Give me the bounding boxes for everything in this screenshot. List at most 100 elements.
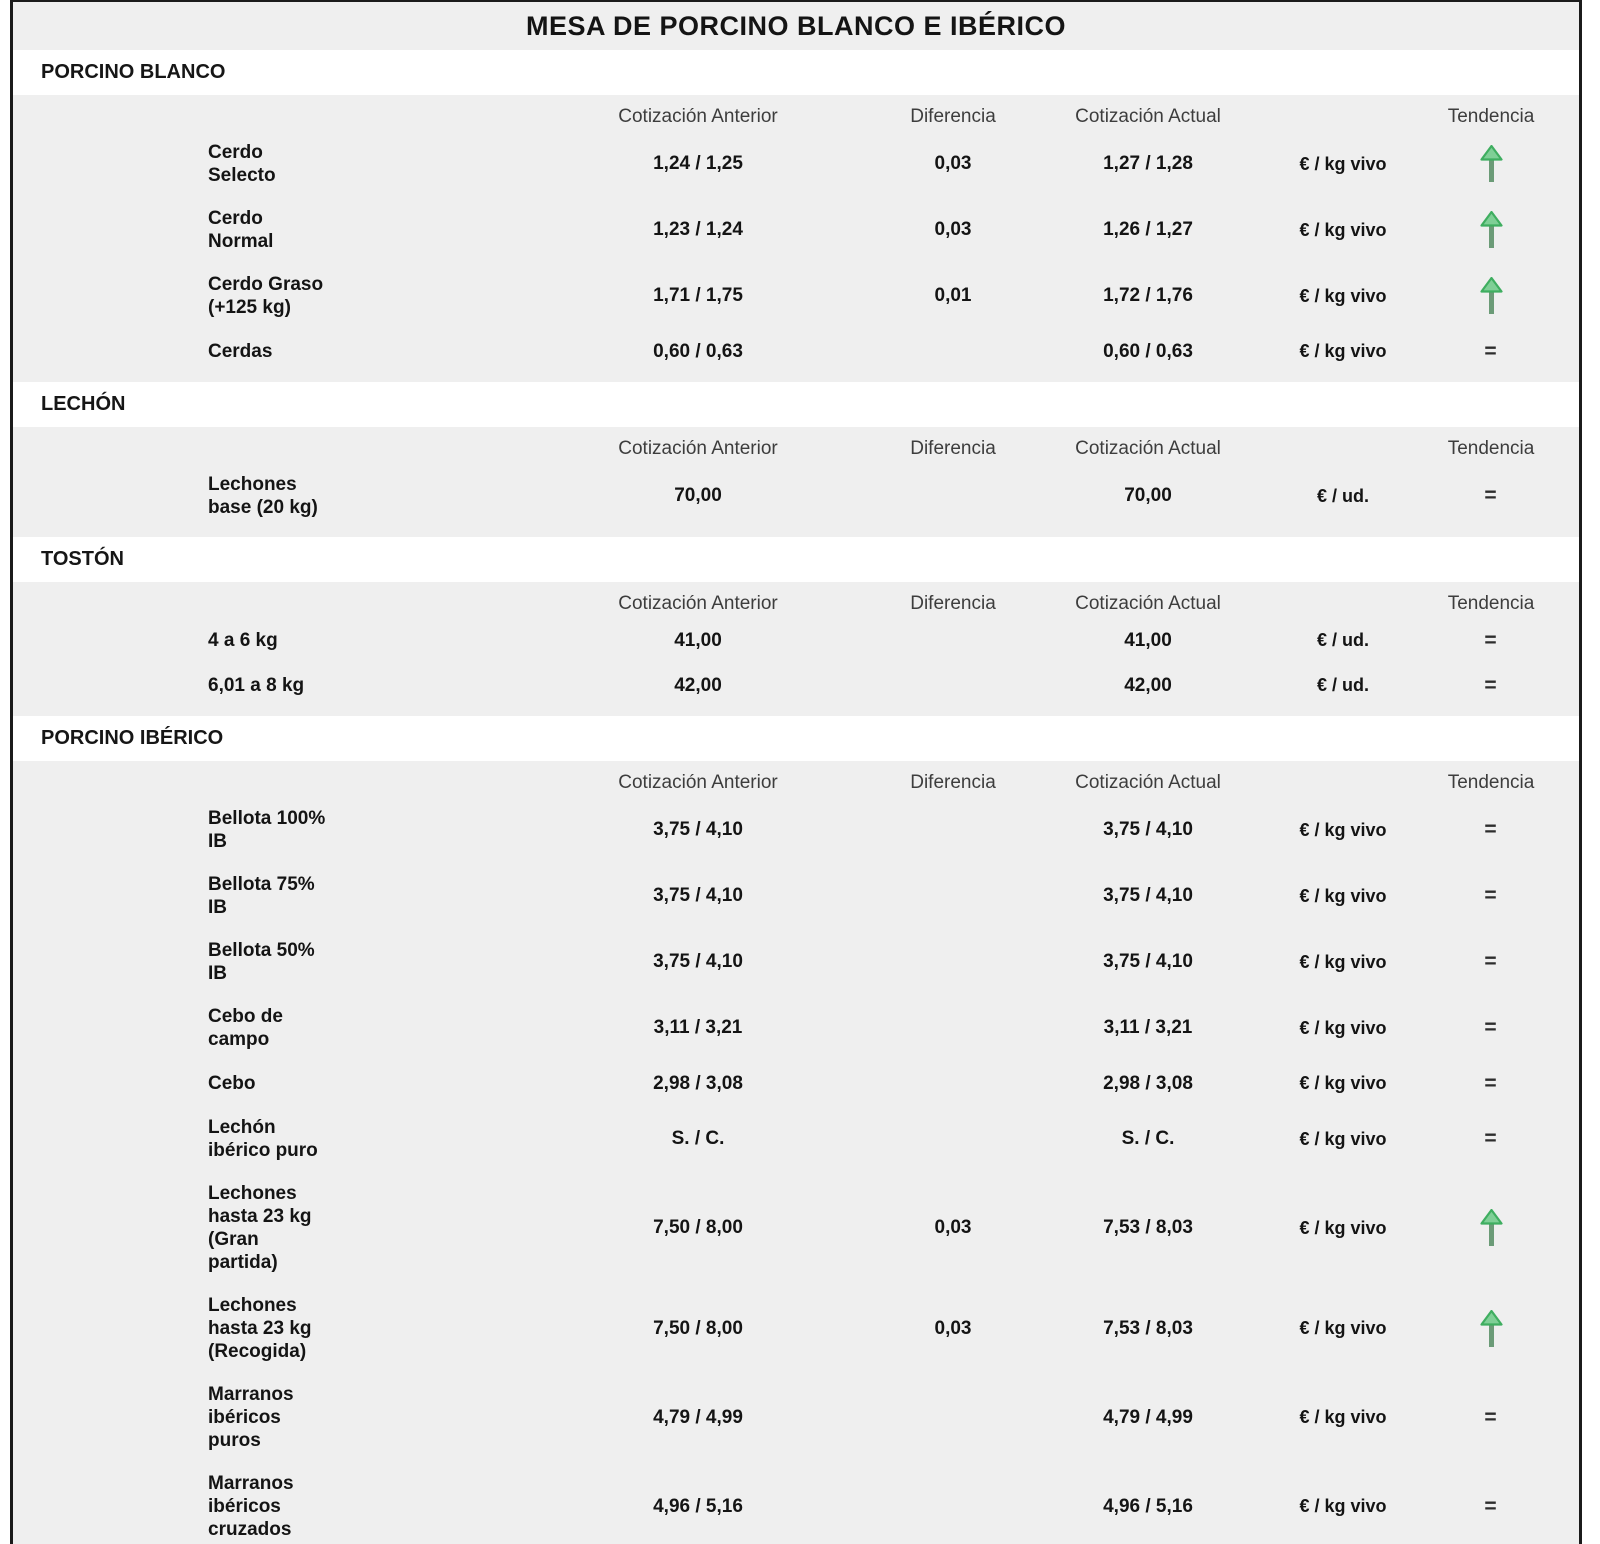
section-header: LECHÓN <box>13 382 1579 427</box>
row-previous-quote: S. / C. <box>671 1128 725 1149</box>
table-row: Cerdo Selecto 1,24 / 1,25 0,03 1,27 / 1,… <box>13 131 1579 197</box>
row-label: Lechones hasta 23 kg (Gran partida) <box>208 1183 312 1273</box>
trend-up-arrow-icon <box>1479 277 1503 314</box>
row-trend: = <box>1403 340 1579 364</box>
column-header-current: Cotización Actual <box>1075 438 1221 459</box>
row-previous-quote: 3,75 / 4,10 <box>653 951 743 972</box>
column-header-row: Cotización Anterior Diferencia Cotizació… <box>13 435 1579 463</box>
table-row: Cerdo Normal 1,23 / 1,24 0,03 1,26 / 1,2… <box>13 197 1579 263</box>
row-unit: € / ud. <box>1316 675 1369 695</box>
column-header-current: Cotización Actual <box>1075 593 1221 614</box>
row-current-quote: 42,00 <box>1124 674 1172 696</box>
trend-equal-sign: = <box>1484 673 1498 697</box>
row-difference: 0,03 <box>934 153 972 174</box>
row-previous-quote: 3,11 / 3,21 <box>653 1017 743 1038</box>
trend-up-arrow-icon <box>1479 1209 1503 1246</box>
row-trend <box>1403 1209 1579 1247</box>
page-title: MESA DE PORCINO BLANCO E IBÉRICO <box>525 11 1067 41</box>
row-current-quote: 0,60 / 0,63 <box>1103 340 1193 362</box>
row-previous-quote: 70,00 <box>674 485 722 506</box>
row-previous-quote: 4,96 / 5,16 <box>653 1495 743 1517</box>
section-title: TOSTÓN <box>41 548 124 570</box>
row-current-quote: 3,11 / 3,21 <box>1103 1017 1193 1038</box>
row-unit: € / kg vivo <box>1299 1073 1387 1093</box>
row-unit: € / kg vivo <box>1299 1318 1387 1338</box>
section-title: LECHÓN <box>41 393 126 415</box>
row-difference: 0,03 <box>934 1217 972 1238</box>
column-header-previous: Cotización Anterior <box>618 772 778 793</box>
row-label: Cebo <box>208 1073 256 1094</box>
table-row: Cerdo Graso (+125 kg) 1,71 / 1,75 0,01 1… <box>13 263 1579 329</box>
table-row: Bellota 75% IB 3,75 / 4,10 3,75 / 4,10 €… <box>13 863 1579 929</box>
column-header-previous: Cotización Anterior <box>618 106 778 127</box>
column-header-trend: Tendencia <box>1447 772 1535 793</box>
row-label: Bellota 75% IB <box>208 874 315 918</box>
row-difference: 0,01 <box>934 285 972 306</box>
row-unit: € / kg vivo <box>1299 819 1387 840</box>
row-label: Cerdas <box>208 341 273 362</box>
table-row: Cebo 2,98 / 3,08 2,98 / 3,08 € / kg vivo… <box>13 1061 1579 1106</box>
section-title: PORCINO BLANCO <box>41 61 226 83</box>
row-trend <box>1403 1309 1579 1348</box>
row-label: Cerdo Normal <box>208 208 274 252</box>
column-header-previous: Cotización Anterior <box>618 438 778 459</box>
row-unit: € / ud. <box>1316 630 1369 650</box>
table-row: Lechones hasta 23 kg (Recogida) 7,50 / 8… <box>13 1284 1579 1373</box>
row-trend: = <box>1403 1406 1579 1430</box>
section-body: Cotización Anterior Diferencia Cotizació… <box>13 761 1579 1544</box>
row-trend: = <box>1403 1016 1579 1040</box>
row-trend: = <box>1403 629 1579 653</box>
trend-equal-sign: = <box>1484 1071 1498 1095</box>
section-body: Cotización Anterior Diferencia Cotizació… <box>13 582 1579 716</box>
column-header-current: Cotización Actual <box>1075 772 1221 793</box>
row-trend: = <box>1403 674 1579 698</box>
column-header-difference: Diferencia <box>910 106 996 127</box>
row-previous-quote: 3,75 / 4,10 <box>653 885 743 906</box>
row-previous-quote: 7,50 / 8,00 <box>653 1217 743 1238</box>
trend-up-arrow-icon <box>1479 1309 1503 1347</box>
row-current-quote: 70,00 <box>1124 485 1172 506</box>
row-trend <box>1403 145 1579 183</box>
row-label: Cerdo Selecto <box>208 142 276 186</box>
sections-container: PORCINO BLANCO Cotización Anterior Difer… <box>13 50 1579 1544</box>
column-header-trend: Tendencia <box>1447 106 1535 127</box>
row-label: Lechón ibérico puro <box>208 1117 318 1161</box>
column-header-trend: Tendencia <box>1447 593 1535 614</box>
section-body: Cotización Anterior Diferencia Cotizació… <box>13 427 1579 537</box>
row-trend: = <box>1403 1127 1579 1151</box>
price-table: MESA DE PORCINO BLANCO E IBÉRICO PORCINO… <box>10 0 1582 1544</box>
row-previous-quote: 0,60 / 0,63 <box>653 340 743 362</box>
column-header-current: Cotización Actual <box>1075 106 1221 127</box>
row-unit: € / kg vivo <box>1299 285 1387 306</box>
trend-equal-sign: = <box>1484 818 1498 841</box>
row-unit: € / kg vivo <box>1299 1407 1387 1427</box>
row-trend: = <box>1403 818 1579 842</box>
row-previous-quote: 1,24 / 1,25 <box>653 153 743 174</box>
trend-equal-sign: = <box>1484 884 1498 907</box>
table-row: Cerdas 0,60 / 0,63 0,60 / 0,63 € / kg vi… <box>13 329 1579 374</box>
row-unit: € / kg vivo <box>1299 1217 1387 1238</box>
table-row: 6,01 a 8 kg 42,00 42,00 € / ud. = <box>13 663 1579 708</box>
row-trend <box>1403 277 1579 315</box>
row-current-quote: 3,75 / 4,10 <box>1103 819 1193 840</box>
table-row: Lechones base (20 kg) 70,00 70,00 € / ud… <box>13 463 1579 529</box>
row-current-quote: 7,53 / 8,03 <box>1103 1317 1193 1339</box>
row-difference: 0,03 <box>934 1317 972 1339</box>
row-previous-quote: 1,23 / 1,24 <box>653 219 743 240</box>
trend-equal-sign: = <box>1484 484 1498 507</box>
trend-equal-sign: = <box>1484 1016 1498 1039</box>
row-unit: € / kg vivo <box>1299 153 1387 174</box>
row-label: Bellota 100% IB <box>208 808 326 852</box>
row-previous-quote: 7,50 / 8,00 <box>653 1317 743 1339</box>
row-unit: € / kg vivo <box>1299 341 1387 361</box>
row-trend <box>1403 211 1579 249</box>
row-previous-quote: 2,98 / 3,08 <box>653 1072 743 1094</box>
title-band: MESA DE PORCINO BLANCO E IBÉRICO <box>13 2 1579 50</box>
column-header-row: Cotización Anterior Diferencia Cotizació… <box>13 769 1579 797</box>
column-header-row: Cotización Anterior Diferencia Cotizació… <box>13 103 1579 131</box>
table-row: 4 a 6 kg 41,00 41,00 € / ud. = <box>13 618 1579 663</box>
row-current-quote: 3,75 / 4,10 <box>1103 951 1193 972</box>
row-current-quote: 1,27 / 1,28 <box>1103 153 1193 174</box>
column-header-difference: Diferencia <box>910 438 996 459</box>
row-label: 6,01 a 8 kg <box>208 675 305 696</box>
